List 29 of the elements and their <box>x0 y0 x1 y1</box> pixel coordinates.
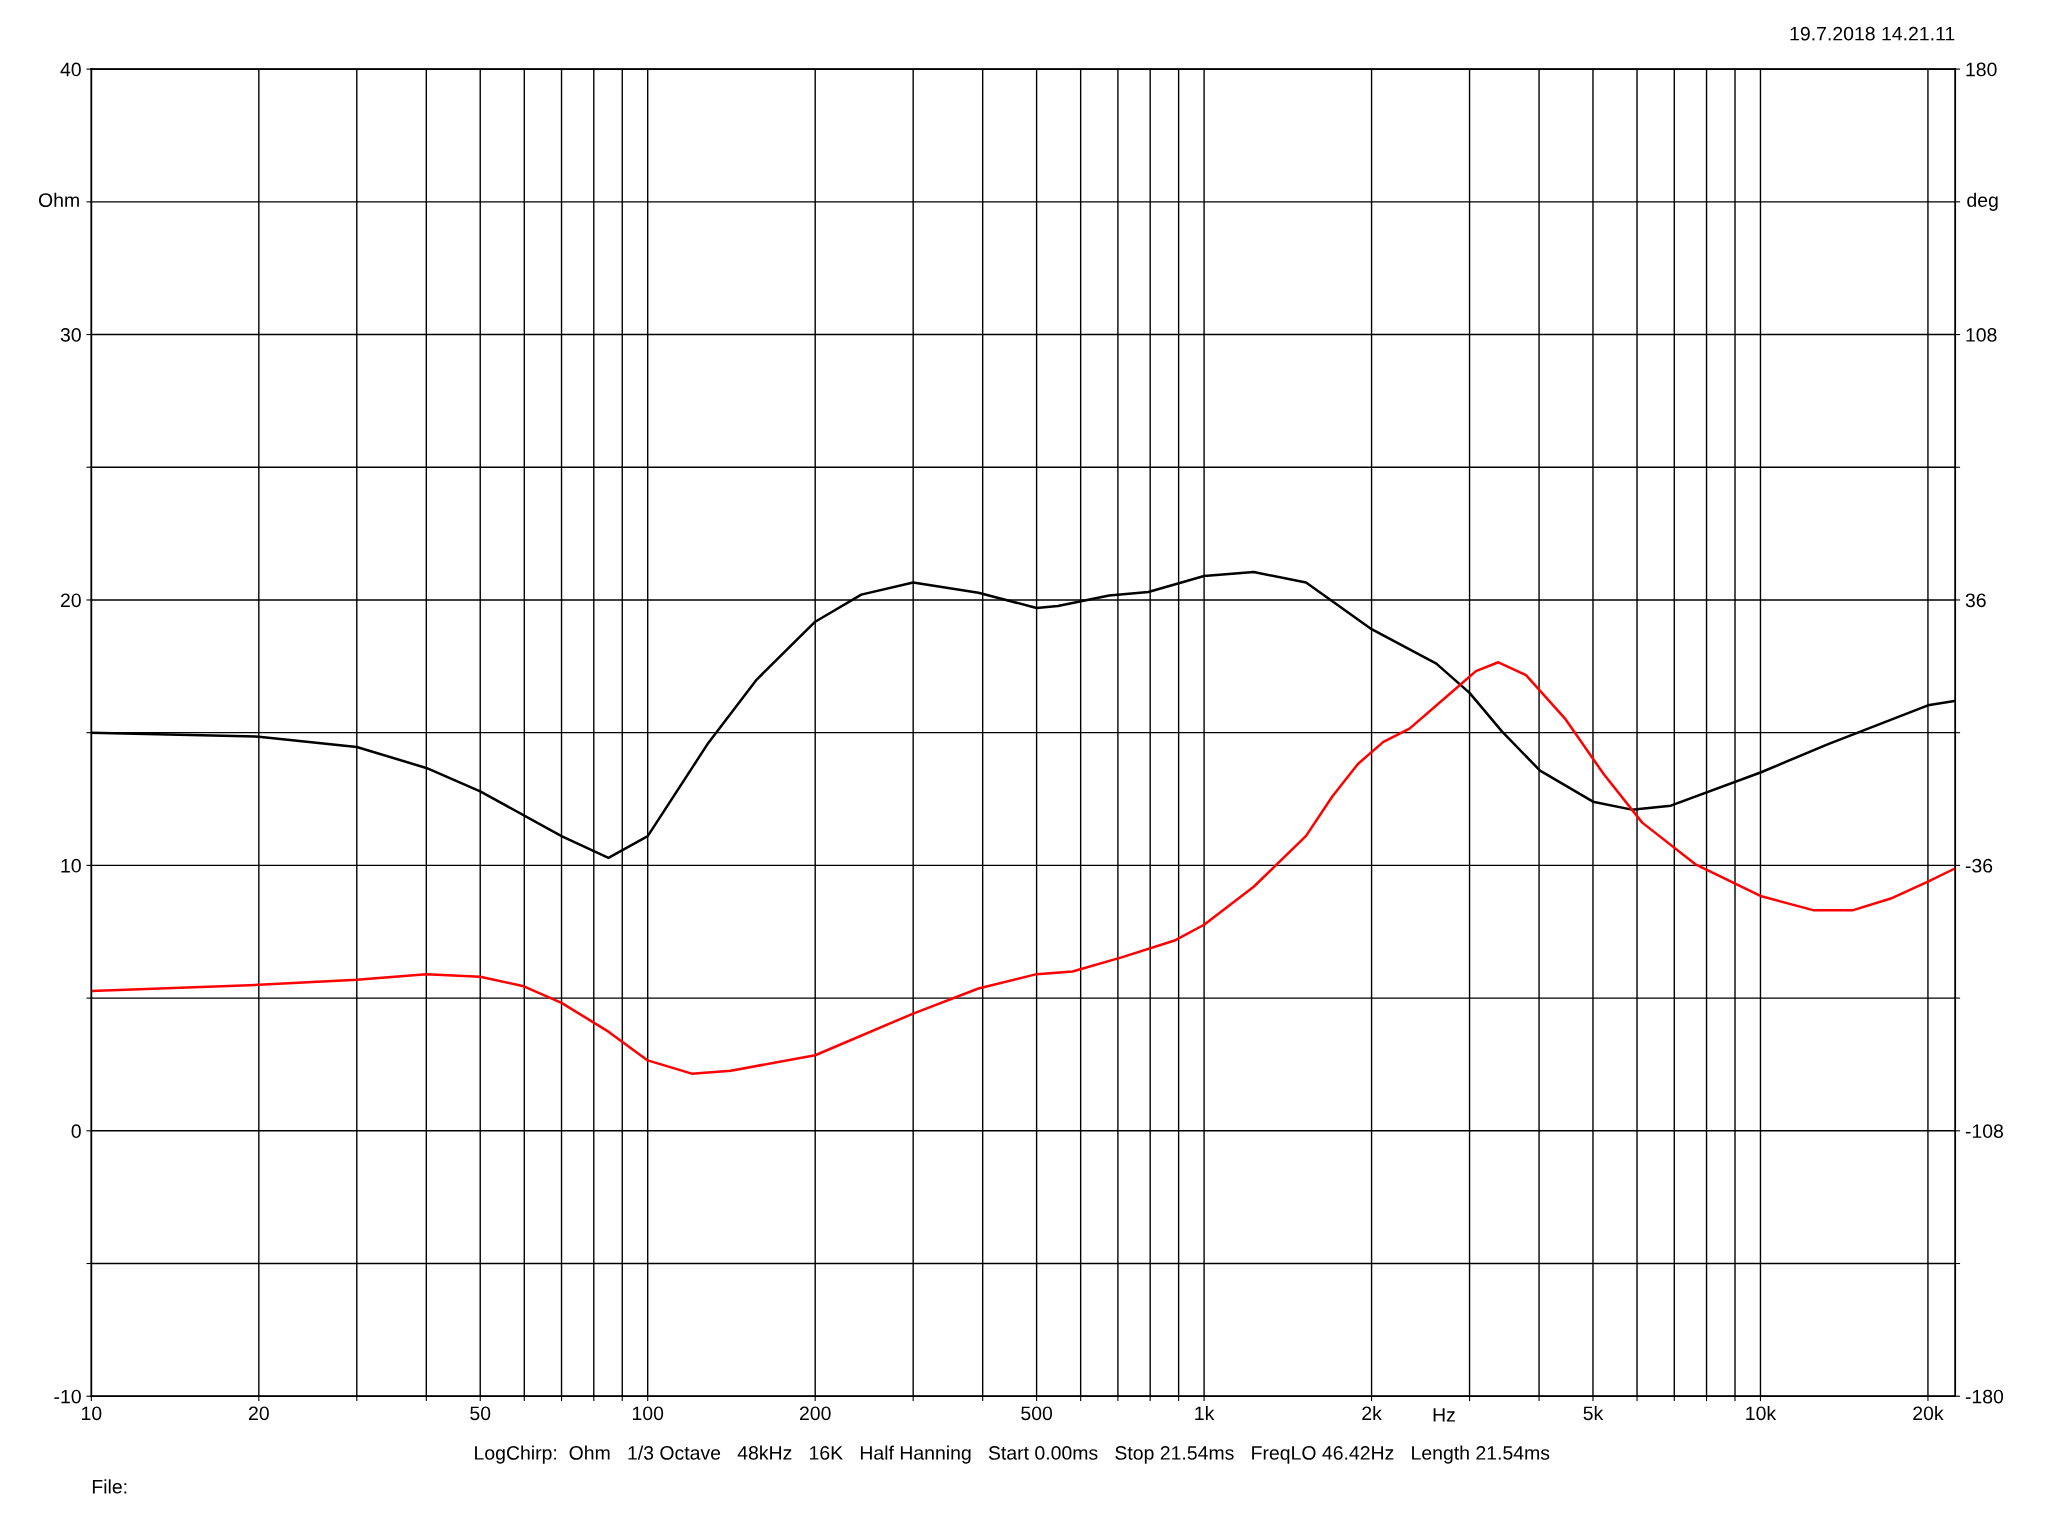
x-tick-label: 1k <box>1195 1405 1215 1421</box>
y-tick-label: 30 <box>60 328 81 342</box>
y2-axis-title: deg <box>1967 192 1998 211</box>
x-tick-label: 20 <box>248 1406 269 1421</box>
y-tick-label: 40 <box>60 62 81 77</box>
y2-tick-label: -108 <box>1965 1124 2004 1139</box>
x-tick-label: 20k <box>1913 1405 1944 1421</box>
x-tick-label: 100 <box>632 1406 664 1421</box>
x-tick-label: 200 <box>799 1406 831 1421</box>
x-axis-title: Hz <box>1433 1408 1455 1422</box>
y2-tick-label: 180 <box>1966 62 1997 77</box>
y2-tick-label: -36 <box>1965 858 1993 873</box>
y-tick-label: -10 <box>54 1389 81 1404</box>
x-tick-label: 2k <box>1362 1405 1382 1421</box>
y-tick-label: 10 <box>61 858 81 873</box>
text: 19.7.2018 14.21.11 <box>1790 26 1955 41</box>
x-tick-label: 50 <box>470 1406 491 1421</box>
y-tick-label: 0 <box>71 1124 81 1139</box>
x-tick-label: 500 <box>1021 1406 1053 1421</box>
x-tick-label: 10 <box>82 1406 102 1421</box>
y2-tick-label: 108 <box>1966 328 1997 342</box>
text: LogChirp: Ohm 1/3 Octave 48kHz 16K Half Hanning Start 0.00ms Stop 21.54ms FreqLO 46.42Hz Length 21.54ms <box>475 1445 1550 1464</box>
text: File: <box>92 1479 127 1494</box>
y-tick-label: 20 <box>60 593 81 608</box>
y2-tick-label: -180 <box>1965 1389 2004 1404</box>
y-axis-title: Ohm <box>38 192 79 208</box>
x-tick-label: 10k <box>1746 1405 1777 1421</box>
y2-tick-label: 36 <box>1965 593 1986 608</box>
x-tick-label: 5k <box>1583 1405 1604 1421</box>
